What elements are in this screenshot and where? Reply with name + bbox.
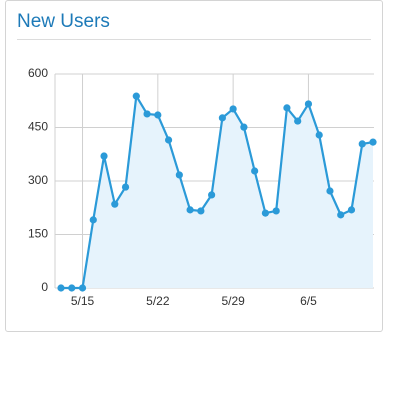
point [57,284,65,292]
line [61,95,374,290]
point [68,284,76,292]
point [304,100,313,108]
point [111,200,119,208]
y-tick-label: 600 [28,66,48,80]
point [175,171,183,179]
point [315,131,323,139]
point [337,211,345,219]
x-tick-label: 5/29 [221,294,245,308]
point [251,167,259,175]
y-tick-label: 150 [28,227,48,241]
point [229,105,237,113]
point [186,206,194,214]
point [78,284,87,292]
point [218,114,226,122]
point [164,136,173,144]
point [369,138,377,146]
point [208,191,216,199]
point [154,111,162,119]
point [283,104,291,112]
point [240,123,248,131]
point [326,187,334,195]
point [294,117,302,125]
point [197,207,205,215]
widget-title: New Users [17,11,110,32]
point [132,92,140,100]
y-tick-label: 300 [28,173,48,187]
y-tick-label: 450 [28,120,48,134]
point [89,216,97,224]
area [61,96,373,288]
point [347,206,356,214]
point [121,183,130,191]
y-tick-label: 0 [41,280,48,294]
x-tick-label: 5/15 [71,294,95,308]
point [143,110,151,118]
point [272,207,280,215]
title-separator [17,39,371,40]
point [358,140,366,148]
point [100,152,108,160]
x-tick-label: 6/5 [300,294,317,308]
x-tick-label: 5/22 [146,294,170,308]
point [261,209,270,217]
